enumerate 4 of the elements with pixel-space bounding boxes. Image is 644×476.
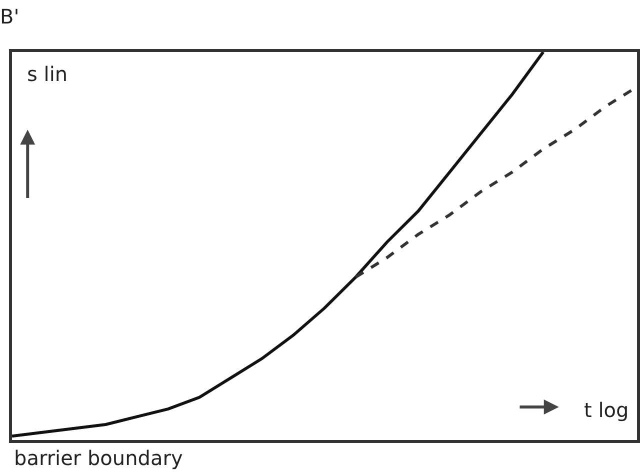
chart-title: B' xyxy=(0,4,20,29)
annotation: s lin xyxy=(27,62,68,86)
annotation: t log xyxy=(584,398,629,422)
text: barrier boundary xyxy=(14,446,183,470)
